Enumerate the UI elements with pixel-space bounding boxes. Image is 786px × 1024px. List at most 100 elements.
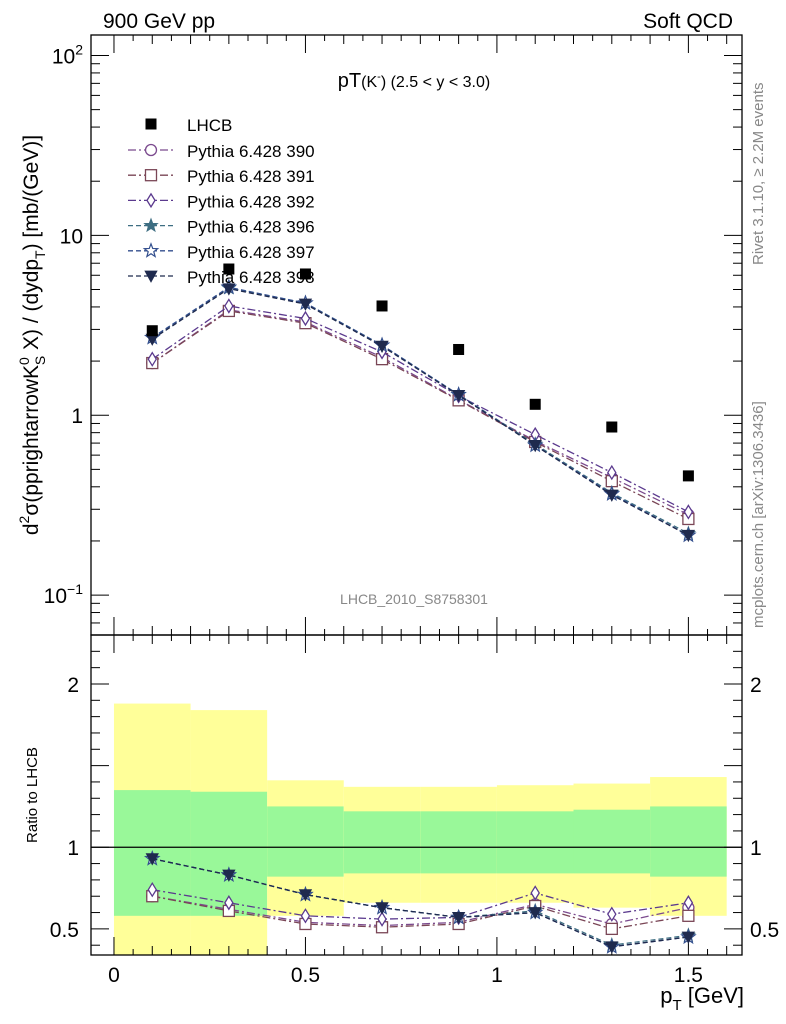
ratio-uncertainty-bands — [113, 703, 727, 955]
main-point-series-5-5 — [528, 439, 542, 453]
inner-band-7 — [650, 806, 727, 877]
ratio-series-layer — [143, 849, 697, 954]
ratio-point-series-2-0 — [147, 881, 158, 898]
ratio-tick-label-right-2: 0.5 — [750, 919, 779, 942]
analysis-watermark: LHCB_2010_S8758301 — [340, 591, 488, 607]
ratio-point-series-2-6 — [607, 906, 617, 922]
main-y-label: d2σ(pprightarrowK0S X) / (dydpT) [mb/(Ge… — [16, 135, 48, 535]
main-y-ticks: 102 10 1 10−1 — [44, 41, 742, 636]
x-axis-label: pT [GeV] — [660, 983, 744, 1014]
ratio-tick-label-left-2: 0.5 — [50, 919, 79, 942]
ratio-point-series-5-3 — [375, 902, 389, 915]
legend: LHCB Pythia 6.428 390 Pythia 6.428 391 Pyth… — [128, 116, 315, 287]
main-tick-label-3: 10−1 — [44, 581, 84, 608]
main-line-series-2 — [151, 305, 689, 513]
lhcb-point-1 — [223, 263, 235, 275]
main-line-series-3 — [151, 287, 689, 535]
ratio-point-series-1-6 — [605, 922, 618, 936]
legend-label-4: Pythia 6.428 397 — [187, 243, 315, 262]
ratio-point-series-2-1 — [224, 895, 234, 911]
inner-band-5 — [496, 811, 574, 874]
ratio-point-series-5-2 — [298, 889, 313, 902]
ratio-plot-frame — [90, 634, 743, 956]
ratio-y-label: Ratio to LHCB — [24, 747, 41, 843]
main-line-series-4 — [151, 286, 689, 536]
x-tick-label-3: 1.5 — [674, 964, 703, 987]
ratio-point-series-1-7 — [682, 909, 695, 922]
lhcb-point-3 — [376, 300, 388, 312]
side-label-mcplots: mcplots.cern.ch [arXiv:1306.3436] — [750, 401, 767, 628]
ratio-point-series-5-7 — [681, 931, 696, 944]
ratio-point-series-2-2 — [300, 908, 311, 924]
ratio-point-series-5-0 — [145, 853, 159, 866]
main-line-series-1 — [151, 310, 689, 520]
main-point-series-2-0 — [147, 351, 158, 367]
legend-label-lhcb: LHCB — [187, 116, 232, 135]
header-left: 900 GeV pp — [103, 10, 215, 33]
lhcb-point-5 — [529, 398, 541, 410]
ratio-point-series-2-5 — [530, 885, 540, 901]
main-point-series-2-6 — [607, 464, 617, 481]
ratio-tick-label-right-1: 1 — [750, 837, 762, 860]
legend-label-5: Pythia 6.428 398 — [187, 268, 315, 287]
main-tick-label-2: 1 — [71, 405, 83, 428]
inner-band-4 — [420, 811, 497, 874]
main-point-series-2-7 — [683, 504, 694, 520]
ratio-tick-label-left-1: 1 — [67, 837, 79, 860]
inner-band-2 — [267, 806, 344, 877]
main-point-series-5-2 — [298, 298, 313, 311]
x-tick-label-1: 0.5 — [291, 964, 320, 987]
inner-band-6 — [573, 809, 651, 874]
lhcb-point-7 — [682, 470, 694, 482]
x-tick-label-2: 1 — [491, 964, 503, 987]
main-point-series-5-6 — [605, 489, 619, 502]
main-point-series-2-2 — [300, 310, 311, 327]
main-line-series-5 — [151, 288, 689, 536]
ratio-point-series-2-3 — [377, 911, 387, 927]
side-label-rivet: Rivet 3.1.10, ≥ 2.2M events — [750, 83, 767, 266]
lhcb-point-6 — [606, 421, 618, 433]
ratio-point-series-5-1 — [222, 869, 236, 882]
lhcb-point-4 — [453, 343, 465, 355]
ratio-point-series-5-5 — [528, 907, 542, 920]
x-ticks: 0 0.5 1 1.5 — [108, 35, 728, 987]
inner-band-3 — [343, 811, 421, 874]
main-line-series-0 — [151, 309, 689, 516]
lhcb-point-0 — [146, 325, 158, 337]
ratio-tick-label-right-0: 2 — [750, 674, 762, 697]
main-series-layer — [143, 278, 697, 543]
legend-label-2: Pythia 6.428 392 — [187, 192, 315, 211]
ratio-line-series-5 — [152, 858, 689, 948]
plot-title: pT(K-) (2.5 < y < 3.0) — [338, 70, 490, 92]
ratio-point-series-5-6 — [605, 941, 619, 954]
main-point-series-5-4 — [451, 389, 466, 403]
legend-marker-3 — [143, 217, 159, 233]
lhcb-point-2 — [299, 268, 311, 280]
legend-label-3: Pythia 6.428 396 — [187, 218, 315, 237]
legend-marker-2 — [146, 192, 156, 209]
main-tick-label-1: 10 — [60, 225, 83, 248]
ratio-point-series-2-7 — [683, 895, 694, 911]
main-point-series-5-1 — [222, 283, 236, 296]
legend-label-1: Pythia 6.428 391 — [187, 167, 315, 186]
main-tick-label-0: 102 — [52, 41, 83, 68]
main-point-series-5-3 — [375, 340, 389, 354]
ratio-line-series-1 — [152, 895, 689, 930]
ratio-point-series-5-4 — [451, 912, 466, 925]
header-right: Soft QCD — [643, 10, 733, 33]
ratio-line-series-0 — [152, 895, 689, 927]
main-point-series-5-7 — [681, 529, 696, 543]
legend-marker-5 — [144, 270, 158, 283]
lhcb-data-points — [146, 263, 694, 482]
ratio-y-ticks: 2 2 1 1 0.5 0.5 — [50, 650, 779, 946]
ratio-line-series-2 — [152, 889, 689, 920]
legend-marker-1 — [144, 169, 158, 182]
ratio-tick-label-left-0: 2 — [67, 674, 79, 697]
legend-marker-4 — [142, 242, 160, 258]
legend-marker-lhcb — [145, 118, 157, 130]
legend-marker-0 — [144, 143, 158, 157]
x-tick-label-0: 0 — [108, 964, 120, 987]
main-point-series-2-1 — [224, 298, 234, 314]
legend-label-0: Pythia 6.428 390 — [187, 142, 315, 161]
